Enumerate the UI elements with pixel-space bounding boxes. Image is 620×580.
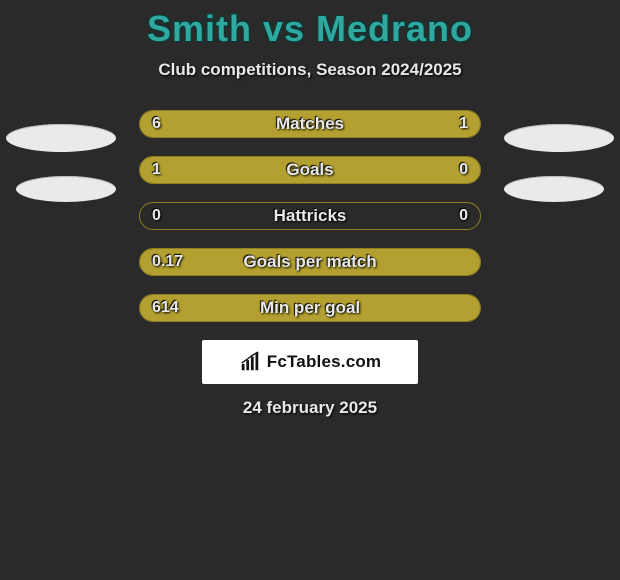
stat-row: 614 Min per goal [0, 294, 620, 322]
stat-value-right: 0 [459, 207, 468, 225]
subtitle: Club competitions, Season 2024/2025 [0, 60, 620, 80]
stat-value-left: 6 [152, 115, 161, 133]
logo-box: FcTables.com [202, 340, 418, 384]
stat-value-right: 0 [459, 161, 468, 179]
snapshot-date: 24 february 2025 [0, 398, 620, 418]
stat-value-left: 614 [152, 299, 179, 317]
stat-bar: 0 Hattricks 0 [139, 202, 481, 230]
comparison-card: Smith vs Medrano Club competitions, Seas… [0, 0, 620, 580]
stat-label: Hattricks [274, 206, 347, 226]
stat-row: 0.17 Goals per match [0, 248, 620, 276]
stat-label: Min per goal [260, 298, 360, 318]
stat-label: Goals per match [243, 252, 376, 272]
stat-value-right: 1 [459, 115, 468, 133]
stat-value-left: 0.17 [152, 253, 183, 271]
stat-bar: 6 Matches 1 [139, 110, 481, 138]
logo-text: FcTables.com [267, 352, 382, 372]
stats-list: 6 Matches 1 1 Goals 0 0 Hattricks 0 [0, 110, 620, 322]
stat-bar: 614 Min per goal [139, 294, 481, 322]
stat-row: 0 Hattricks 0 [0, 202, 620, 230]
stat-bar: 1 Goals 0 [139, 156, 481, 184]
stat-bar-right [402, 111, 480, 137]
stat-row: 6 Matches 1 [0, 110, 620, 138]
stat-value-left: 0 [152, 207, 161, 225]
stat-value-left: 1 [152, 161, 161, 179]
stat-row: 1 Goals 0 [0, 156, 620, 184]
stat-bar: 0.17 Goals per match [139, 248, 481, 276]
stat-bar-left [140, 111, 402, 137]
stat-label: Matches [276, 114, 344, 134]
bar-chart-icon [239, 351, 261, 373]
stat-label: Goals [286, 160, 333, 180]
page-title: Smith vs Medrano [0, 0, 620, 50]
stat-bar-left [140, 157, 398, 183]
